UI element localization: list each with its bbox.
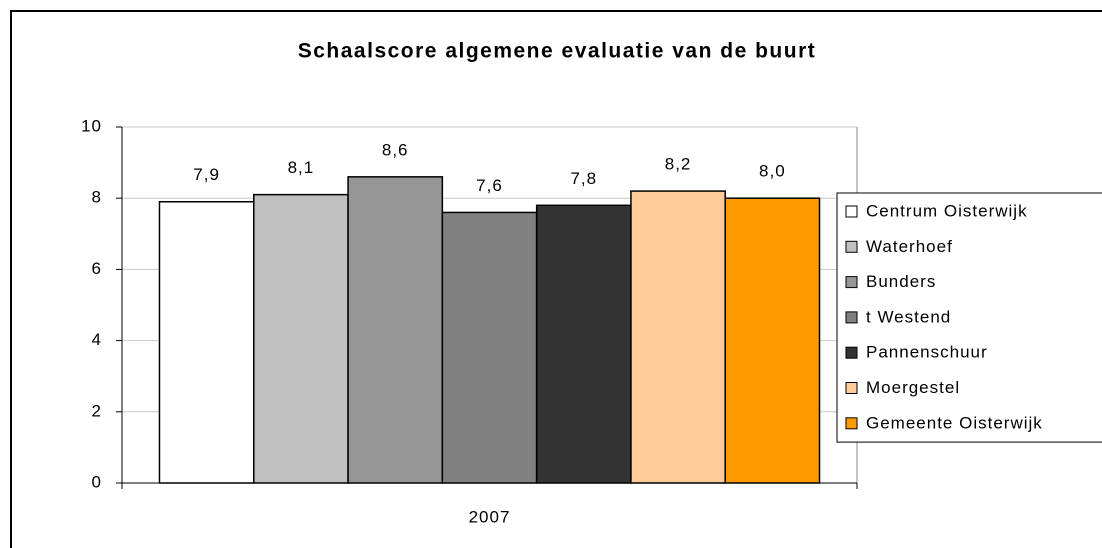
legend-swatch bbox=[845, 276, 858, 289]
value-label: 8,0 bbox=[759, 162, 786, 181]
legend-box bbox=[836, 192, 1102, 443]
y-tick-label: 0 bbox=[92, 472, 102, 491]
legend-label: Gemeente Oisterwijk bbox=[866, 413, 1043, 432]
y-tick-label: 8 bbox=[92, 188, 102, 207]
bar bbox=[630, 190, 726, 484]
legend-swatch bbox=[845, 240, 858, 253]
value-label: 7,8 bbox=[570, 169, 597, 188]
y-tick-label: 6 bbox=[92, 259, 102, 278]
bar bbox=[441, 211, 538, 484]
value-label: 7,6 bbox=[476, 176, 503, 195]
value-label: 8,6 bbox=[382, 140, 409, 159]
legend-label: Centrum Oisterwijk bbox=[866, 201, 1028, 220]
value-label: 7,9 bbox=[193, 165, 220, 184]
legend-swatch bbox=[845, 205, 858, 218]
value-label: 8,2 bbox=[665, 155, 692, 174]
legend-swatch bbox=[845, 346, 858, 359]
legend-label: Pannenschuur bbox=[866, 343, 988, 362]
legend-label: Waterhoef bbox=[866, 237, 953, 256]
value-label: 8,1 bbox=[288, 158, 315, 177]
bar bbox=[347, 176, 444, 484]
y-tick-label: 2 bbox=[92, 401, 102, 420]
legend-label: Moergestel bbox=[866, 378, 960, 397]
legend-swatch bbox=[845, 382, 858, 394]
bar bbox=[158, 201, 255, 484]
legend-swatch bbox=[845, 417, 858, 430]
bar bbox=[253, 193, 349, 484]
chart-title: Schaalscore algemene evaluatie van de bu… bbox=[298, 40, 817, 63]
legend-swatch bbox=[845, 311, 858, 324]
legend-label: Bunders bbox=[866, 272, 936, 291]
y-tick-label: 10 bbox=[81, 116, 102, 135]
bar bbox=[724, 197, 821, 484]
legend-label: t Westend bbox=[866, 307, 951, 326]
y-tick-label: 4 bbox=[92, 330, 102, 349]
bar bbox=[535, 204, 632, 484]
x-tick-label: 2007 bbox=[469, 507, 511, 526]
